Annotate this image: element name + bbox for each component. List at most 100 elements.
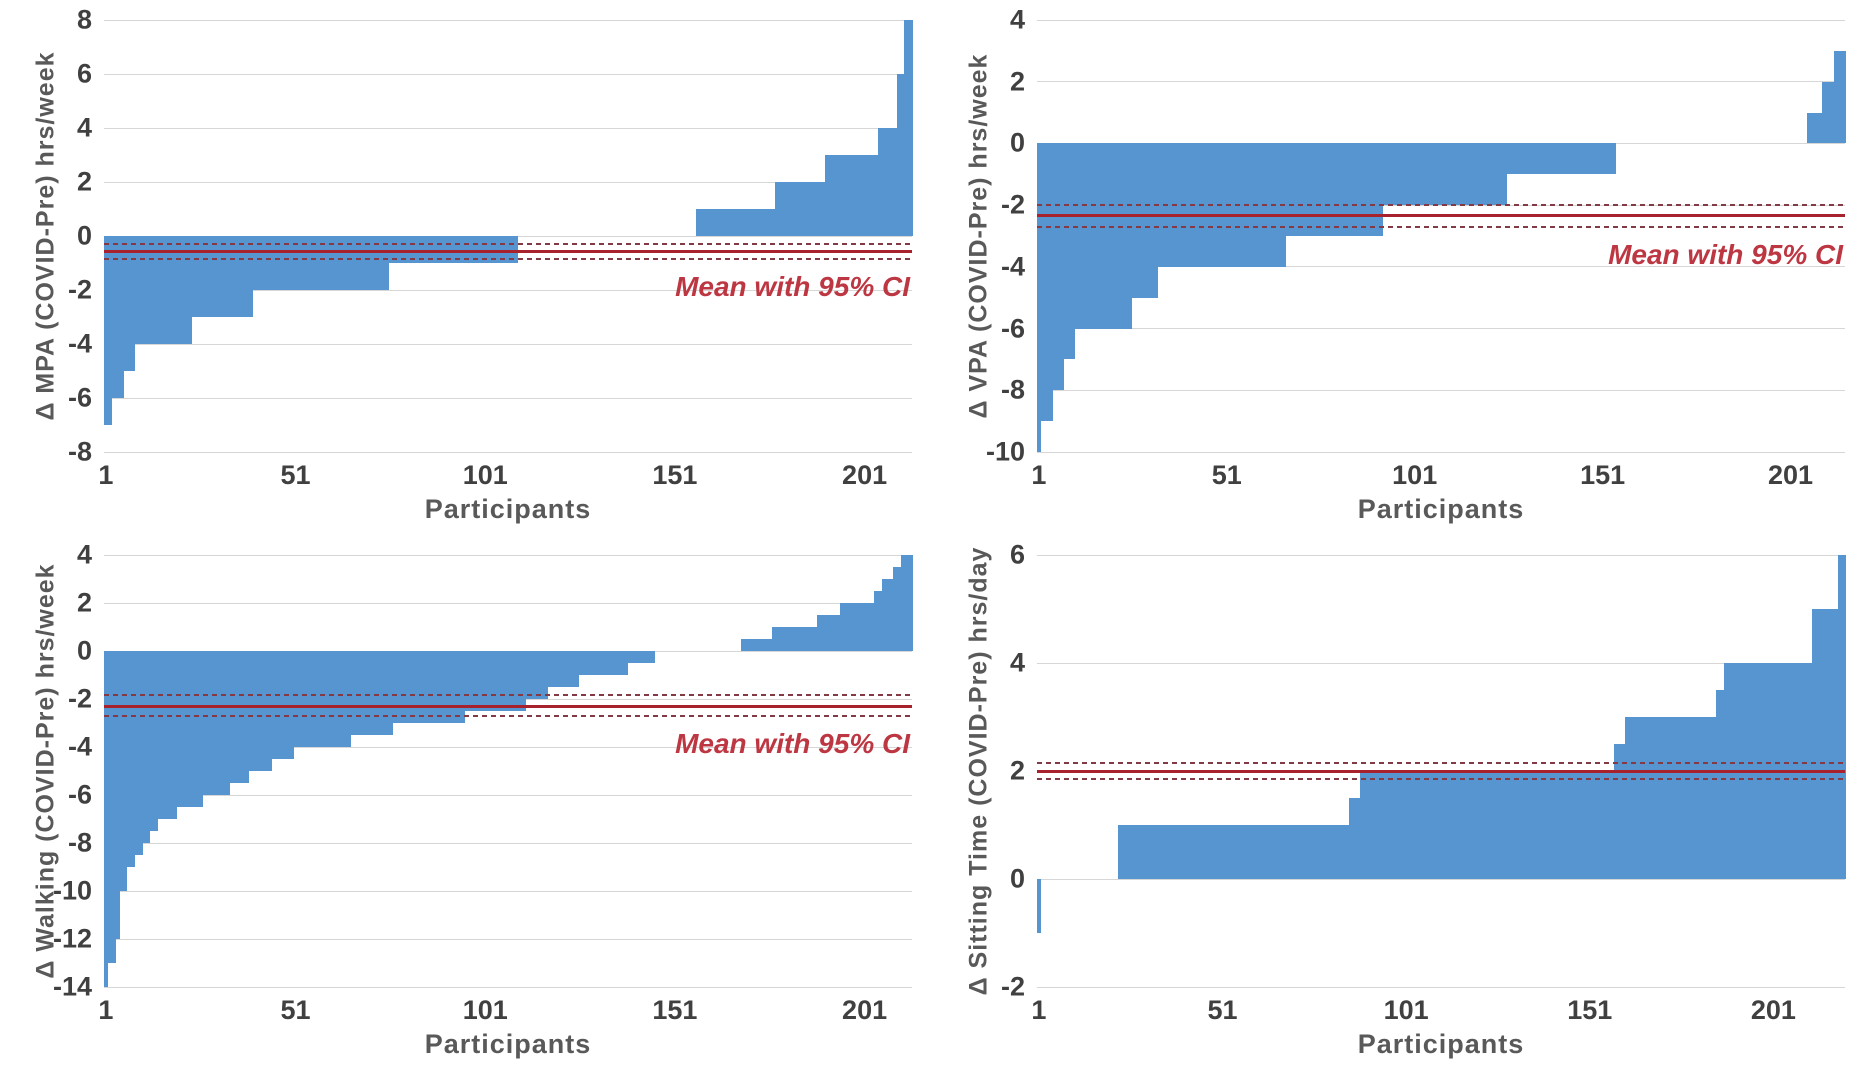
plot-area-sitting bbox=[1037, 554, 1846, 988]
y-tick-label: -6 bbox=[1000, 313, 1025, 344]
y-tick-label: -8 bbox=[67, 827, 92, 858]
bar-segment bbox=[893, 567, 902, 651]
plot-area-vpa: Mean with 95% CI bbox=[1037, 19, 1846, 453]
bar-segment bbox=[111, 236, 124, 398]
y-tick-label: 8 bbox=[76, 4, 92, 35]
ci-upper-line bbox=[104, 694, 912, 697]
bar-segment bbox=[695, 209, 777, 236]
x-tick-label: 151 bbox=[1580, 460, 1626, 490]
bar-segment bbox=[824, 155, 879, 236]
mean-line bbox=[104, 704, 912, 708]
bar-segment bbox=[627, 651, 655, 663]
y-tick-label: -2 bbox=[67, 274, 92, 305]
y-tick-label: -10 bbox=[985, 436, 1025, 467]
bar-segment bbox=[881, 579, 894, 651]
x-tick-label: 51 bbox=[280, 460, 311, 490]
y-tick-label: -4 bbox=[1000, 251, 1025, 282]
mean-ci-annotation: Mean with 95% CI bbox=[675, 727, 910, 759]
bar-segment bbox=[896, 74, 905, 236]
y-gridline bbox=[1037, 19, 1845, 21]
bar-segment bbox=[775, 182, 826, 236]
plot-area-mpa: Mean with 95% CI bbox=[104, 19, 913, 453]
bar-segment bbox=[525, 651, 549, 699]
y-tick-label: 0 bbox=[1009, 127, 1025, 158]
x-tick-label: 51 bbox=[1207, 995, 1238, 1025]
chart-panel-sitting: Δ Sitting Time (COVID-Pre) hrs/day Parti… bbox=[933, 535, 1867, 1070]
y-tick-label: 6 bbox=[76, 58, 92, 89]
x-tick-label: 101 bbox=[462, 995, 508, 1025]
y-tick-label: -4 bbox=[67, 328, 92, 359]
y-tick-label: 0 bbox=[76, 220, 92, 251]
chart-panel-mpa: Δ MPA (COVID-Pre) hrs/week Mean with 95%… bbox=[0, 0, 933, 535]
bar-segment bbox=[741, 639, 773, 651]
y-gridline bbox=[1037, 328, 1845, 330]
y-gridline bbox=[1037, 878, 1845, 880]
y-gridline bbox=[104, 746, 912, 748]
bar-segment bbox=[1074, 143, 1132, 329]
y-tick-label: -2 bbox=[67, 683, 92, 714]
y-tick-label: -2 bbox=[1000, 971, 1025, 1002]
x-tick-label: 1 bbox=[1031, 995, 1047, 1025]
bar-segment bbox=[104, 651, 109, 987]
y-gridline bbox=[104, 986, 912, 988]
bar-segment bbox=[134, 236, 192, 344]
bar-segment bbox=[107, 651, 116, 963]
y-tick-label: 2 bbox=[1009, 66, 1025, 97]
bar-segment bbox=[1040, 143, 1053, 422]
bar-segment bbox=[126, 651, 135, 867]
bar-segment bbox=[1822, 81, 1835, 144]
y-gridline bbox=[104, 794, 912, 796]
y-gridline bbox=[104, 554, 912, 556]
x-tick-label: 201 bbox=[1750, 995, 1796, 1025]
ci-upper-line bbox=[1037, 204, 1845, 207]
bar-segment bbox=[202, 651, 230, 795]
y-gridline bbox=[104, 289, 912, 291]
bar-segment bbox=[1833, 50, 1846, 144]
bar-segment bbox=[877, 128, 898, 236]
y-gridline bbox=[104, 451, 912, 453]
y-tick-label: 2 bbox=[76, 587, 92, 618]
bar-segment bbox=[874, 591, 883, 651]
y-gridline bbox=[104, 890, 912, 892]
bar-segment bbox=[122, 236, 135, 371]
y-tick-label: -6 bbox=[67, 779, 92, 810]
bar-segment bbox=[547, 651, 579, 687]
x-tick-label: 101 bbox=[462, 460, 508, 490]
bar-segment bbox=[904, 20, 913, 236]
y-tick-label: 4 bbox=[76, 112, 92, 143]
bar-segment bbox=[1624, 717, 1718, 879]
bar-segment bbox=[1837, 555, 1846, 879]
bar-segment bbox=[350, 651, 393, 735]
bar-segment bbox=[248, 651, 272, 771]
ci-upper-line bbox=[104, 243, 912, 246]
y-tick-label: -6 bbox=[67, 382, 92, 413]
bar-segment bbox=[839, 603, 875, 651]
ci-lower-line bbox=[1037, 225, 1845, 228]
x-tick-label: 1 bbox=[1031, 460, 1047, 490]
y-gridline bbox=[104, 602, 912, 604]
y-tick-label: -12 bbox=[52, 923, 92, 954]
y-axis-title: Δ Walking (COVID-Pre) hrs/week bbox=[31, 563, 60, 979]
x-tick-label: 51 bbox=[1211, 460, 1242, 490]
x-axis-title: Participants bbox=[424, 1029, 592, 1059]
bar-segment bbox=[191, 236, 253, 317]
bar-segment bbox=[149, 651, 158, 831]
y-gridline bbox=[104, 127, 912, 129]
bar-segment bbox=[1130, 143, 1158, 298]
y-tick-label: 2 bbox=[1009, 755, 1025, 786]
y-gridline bbox=[104, 343, 912, 345]
y-tick-label: -4 bbox=[67, 731, 92, 762]
bar-segment bbox=[229, 651, 249, 783]
y-gridline bbox=[1037, 554, 1845, 556]
mean-ci-annotation: Mean with 95% CI bbox=[675, 270, 910, 302]
bar-segment bbox=[1382, 143, 1508, 206]
mean-line bbox=[1037, 769, 1845, 773]
bar-segment bbox=[1037, 879, 1042, 933]
chart-panel-vpa: Δ VPA (COVID-Pre) hrs/week Mean with 95%… bbox=[933, 0, 1867, 535]
bar-segment bbox=[293, 651, 352, 747]
bar-segment bbox=[464, 651, 526, 711]
bar-segment bbox=[392, 651, 465, 723]
x-tick-label: 101 bbox=[1383, 995, 1429, 1025]
bar-segment bbox=[771, 627, 818, 651]
bar-segment bbox=[1349, 798, 1361, 879]
